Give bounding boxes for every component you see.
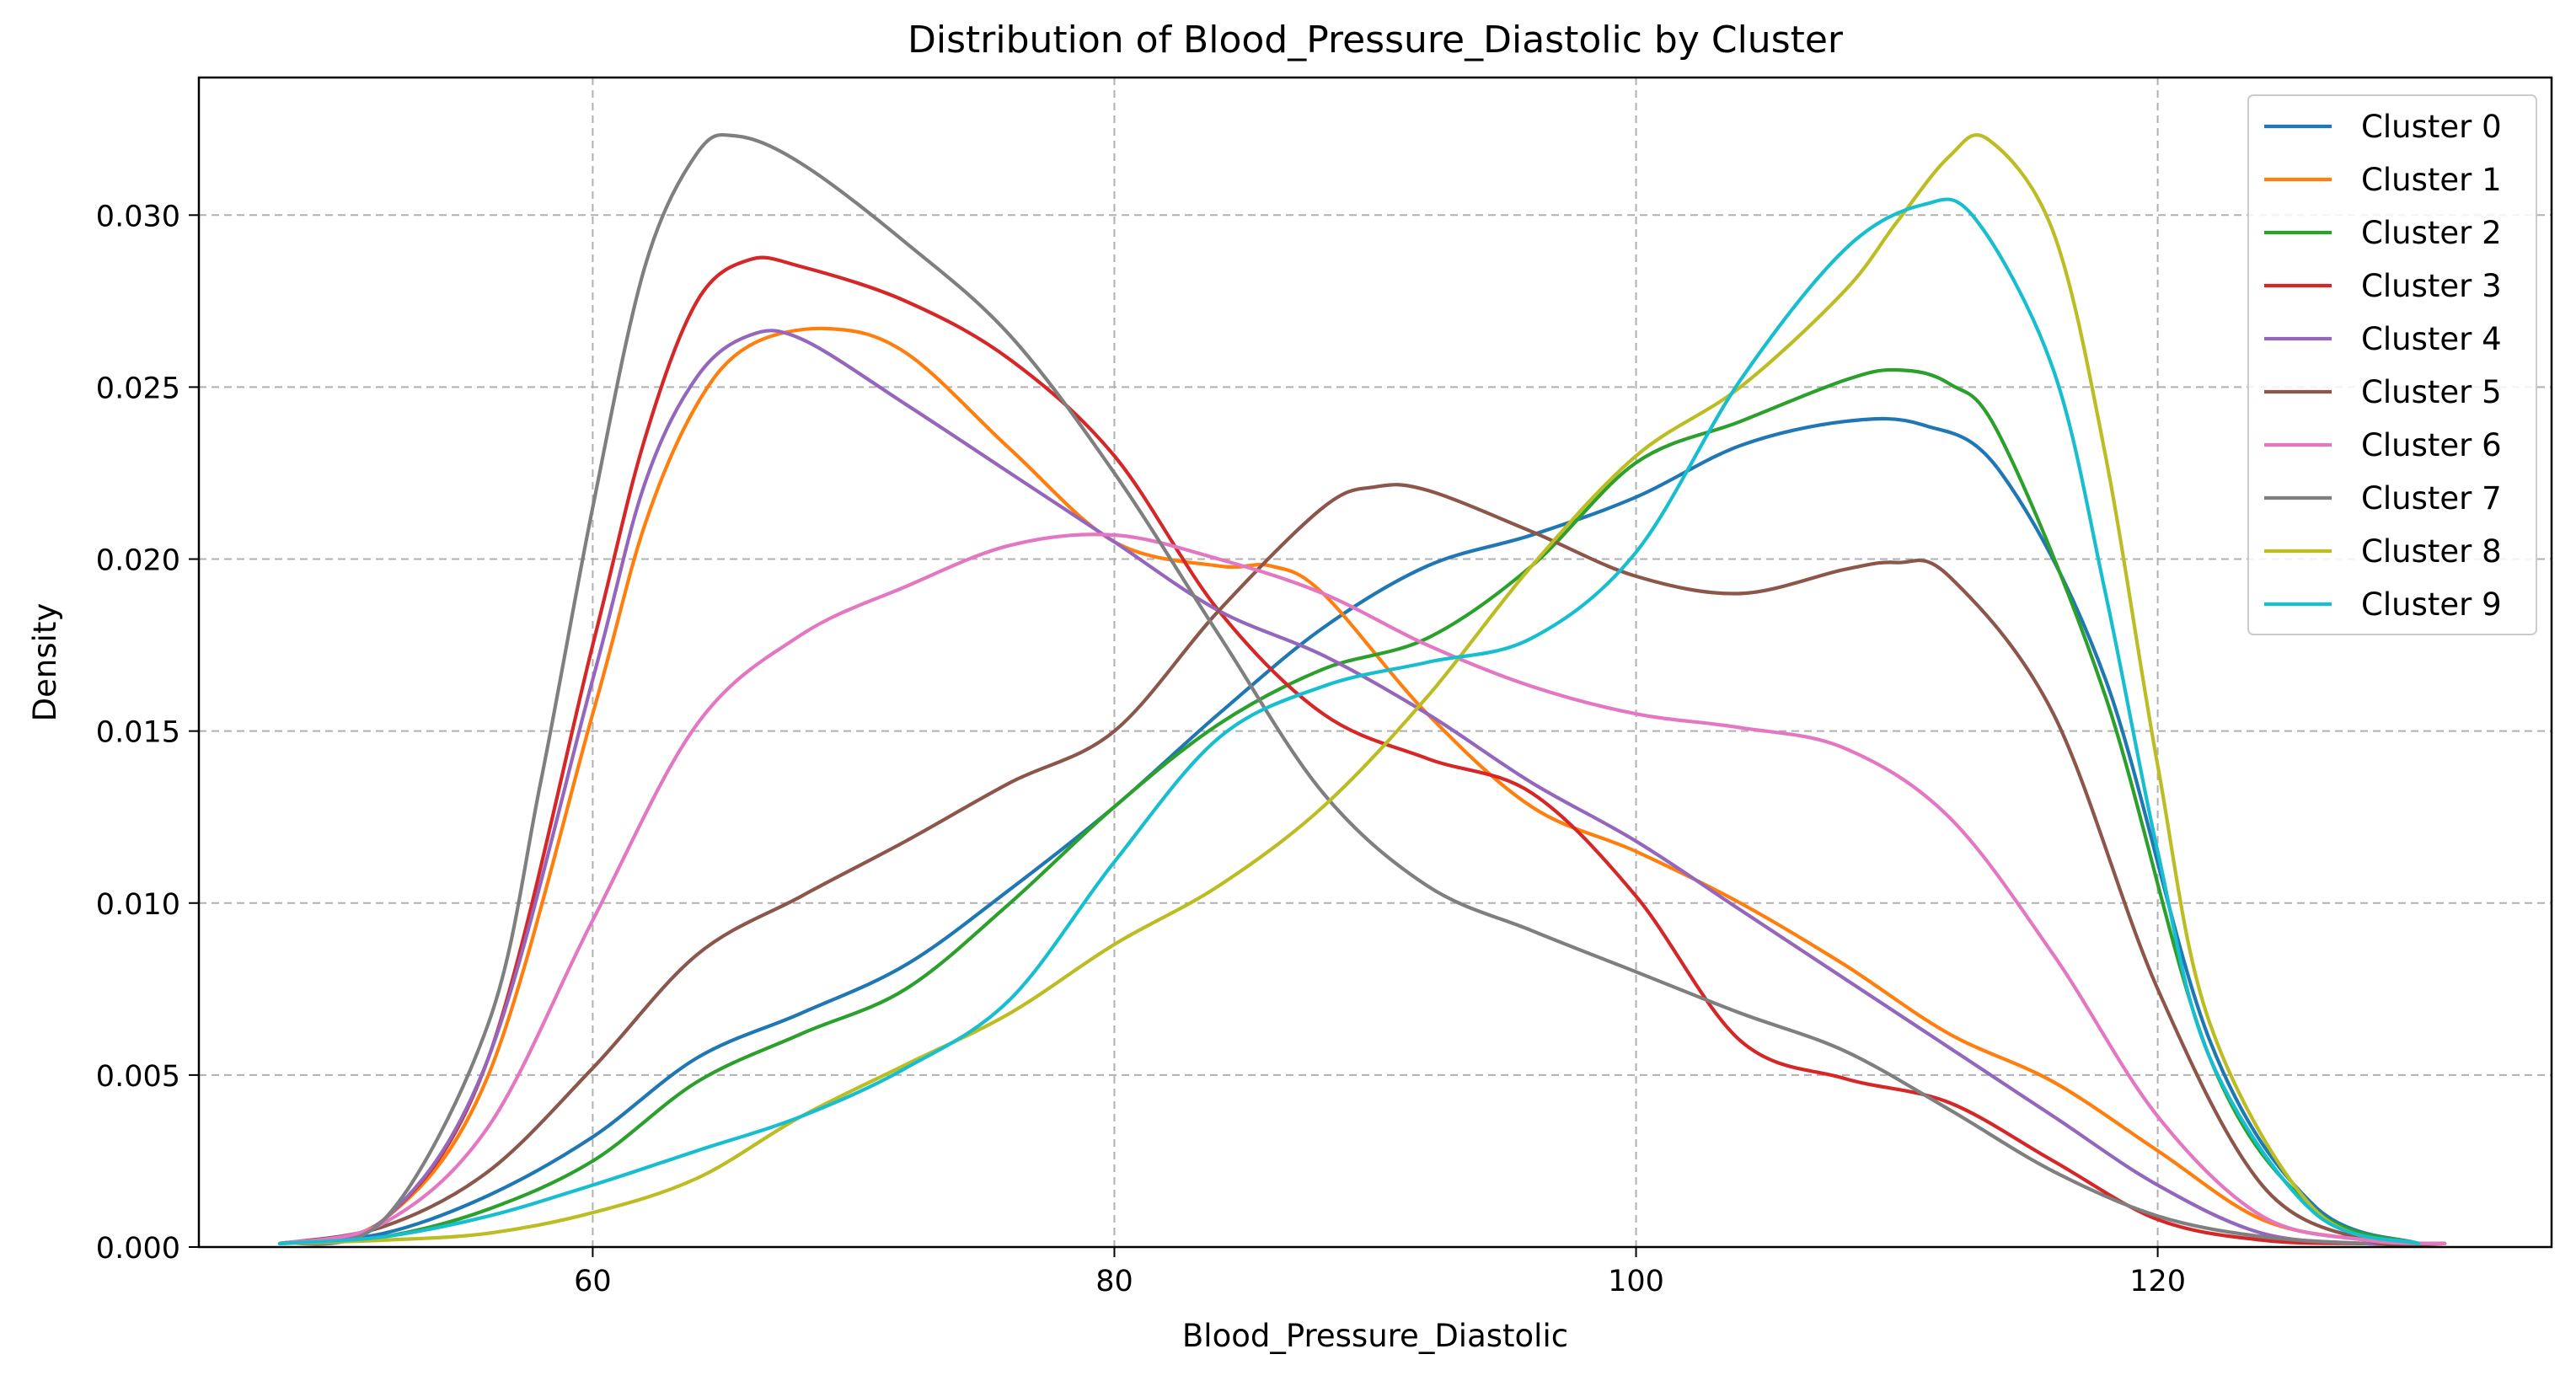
y-tick-label: 0.025 bbox=[96, 372, 180, 405]
x-tick-label: 100 bbox=[1608, 1265, 1664, 1298]
legend-label: Cluster 2 bbox=[2361, 215, 2502, 251]
density-curves bbox=[277, 133, 2447, 1248]
chart-title: Distribution of Blood_Pressure_Diastolic… bbox=[908, 19, 1844, 62]
series-line-cluster-2 bbox=[277, 367, 2421, 1245]
legend-label: Cluster 8 bbox=[2361, 533, 2502, 570]
y-tick-label: 0.010 bbox=[96, 888, 180, 922]
x-tick-label: 120 bbox=[2129, 1265, 2186, 1298]
legend-label: Cluster 3 bbox=[2361, 268, 2502, 304]
gridlines bbox=[199, 78, 2552, 1248]
y-tick-label: 0.005 bbox=[96, 1060, 180, 1094]
series-line-cluster-5 bbox=[277, 483, 2447, 1248]
legend-label: Cluster 0 bbox=[2361, 109, 2502, 145]
series-line-cluster-8 bbox=[277, 133, 2421, 1245]
legend-label: Cluster 5 bbox=[2361, 374, 2502, 410]
legend: Cluster 0 Cluster 1 Cluster 2 Cluster 3 Clus… bbox=[2247, 94, 2537, 635]
series-line-cluster-0 bbox=[277, 416, 2421, 1245]
plot-frame bbox=[197, 76, 2553, 1249]
legend-label: Cluster 6 bbox=[2361, 427, 2502, 463]
y-tick-label: 0.015 bbox=[96, 716, 180, 750]
legend-label: Cluster 4 bbox=[2361, 321, 2502, 357]
y-tick-label: 0.000 bbox=[96, 1232, 180, 1266]
legend-label: Cluster 7 bbox=[2361, 480, 2502, 517]
x-axis-label: Blood_Pressure_Diastolic bbox=[1182, 1318, 1568, 1354]
series-line-cluster-7 bbox=[277, 133, 2369, 1246]
x-tick-label: 60 bbox=[574, 1265, 612, 1298]
y-axis-label: Density bbox=[27, 603, 63, 722]
legend-label: Cluster 9 bbox=[2361, 586, 2502, 623]
series-line-cluster-9 bbox=[277, 197, 2421, 1245]
x-tick-label: 80 bbox=[1095, 1265, 1133, 1298]
y-tick-label: 0.020 bbox=[96, 544, 180, 578]
series-line-cluster-6 bbox=[277, 533, 2447, 1245]
axis-ticks: 60 80 100 120 0.000 0.005 0.010 0.015 0.020 0.025… bbox=[96, 200, 2186, 1298]
legend-label: Cluster 1 bbox=[2361, 162, 2502, 198]
y-tick-label: 0.030 bbox=[96, 200, 180, 233]
